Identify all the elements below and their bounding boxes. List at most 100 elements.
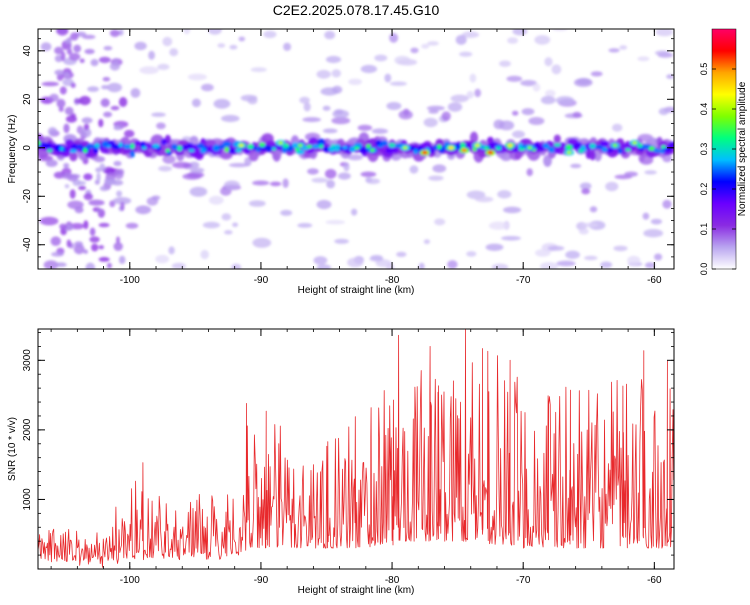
heatmap-cell — [619, 45, 628, 50]
heatmap-cell — [106, 144, 111, 148]
heatmap-cell — [252, 237, 272, 248]
heatmap-cell — [272, 147, 276, 151]
heatmap-cell — [475, 196, 494, 203]
heatmap-cell — [460, 142, 466, 149]
heatmap-cell — [347, 257, 364, 268]
heatmap-cell — [396, 251, 407, 257]
heatmap-cell — [218, 144, 225, 150]
heatmap-cell — [51, 251, 64, 257]
heatmap-cell — [223, 180, 240, 191]
heatmap-cell — [654, 253, 663, 261]
heatmap-cell — [79, 58, 85, 64]
y-tick-label: -20 — [22, 189, 33, 204]
heatmap-cell — [98, 56, 111, 64]
heatmap-peak-core — [448, 146, 454, 150]
heatmap-cell — [528, 117, 545, 125]
heatmap-peak-core — [297, 143, 303, 148]
heatmap-cell — [118, 142, 123, 148]
heatmap-cell — [248, 200, 266, 207]
heatmap-cell — [654, 50, 670, 56]
heatmap-cell — [625, 148, 632, 152]
heatmap-cell — [113, 197, 132, 205]
heatmap-cell — [189, 161, 200, 169]
heatmap-cell — [66, 48, 73, 55]
heatmap-cell — [69, 151, 78, 162]
heatmap-cell — [303, 102, 311, 112]
heatmap-cell — [104, 179, 117, 186]
heatmap-cell — [229, 44, 238, 50]
heatmap-cell — [118, 97, 128, 107]
y-tick-label: 20 — [22, 93, 33, 105]
heatmap-cell — [323, 146, 330, 153]
heatmap-cell — [388, 142, 396, 148]
heatmap-peak-core — [474, 143, 480, 148]
heatmap-cell — [488, 221, 508, 230]
heatmap-cell — [38, 140, 41, 146]
heatmap-cell — [601, 146, 608, 153]
heatmap-cell — [639, 155, 654, 165]
heatmap-cell — [160, 138, 167, 146]
heatmap-cell — [650, 218, 663, 225]
heatmap-cell — [307, 168, 319, 175]
heatmap-cell — [64, 106, 74, 116]
heatmap-peak-core — [422, 150, 428, 155]
heatmap-cell — [84, 48, 95, 55]
heatmap-cell — [155, 254, 170, 264]
heatmap-cell — [512, 130, 525, 139]
heatmap-cell — [221, 213, 232, 221]
heatmap-cell — [359, 146, 368, 154]
heatmap-cell — [459, 51, 473, 57]
heatmap-cell — [342, 145, 348, 150]
heatmap-peak-core — [632, 141, 638, 145]
heatmap-cell — [506, 75, 523, 82]
heatmap-cell — [357, 124, 373, 131]
heatmap-cell — [450, 94, 469, 103]
heatmap-cell — [280, 209, 293, 216]
heatmap-cell — [570, 163, 582, 169]
heatmap-cell — [98, 118, 104, 128]
heatmap-cell — [466, 251, 477, 257]
heatmap-cell — [59, 146, 64, 151]
heatmap-cell — [369, 256, 384, 262]
heatmap-cell — [64, 39, 72, 44]
heatmap-cell — [348, 78, 362, 86]
heatmap-cell — [320, 87, 339, 96]
heatmap-cell — [46, 149, 53, 153]
heatmap-cell — [221, 114, 240, 123]
x-tick-label: -100 — [120, 575, 140, 586]
heatmap-cell — [543, 154, 552, 167]
heatmap-cell — [91, 243, 99, 252]
heatmap-cell — [168, 246, 175, 255]
heatmap-cell — [89, 236, 100, 243]
colorbar-tick-label: 0.0 — [699, 263, 709, 276]
heatmap-cell — [201, 83, 214, 92]
colorbar: 0.0 0.1 0.2 0.3 0.4 0.5 Normalized spectral a… — [699, 28, 748, 276]
heatmap-cell — [648, 146, 655, 151]
heatmap-cell — [106, 262, 112, 269]
heatmap-cell — [447, 260, 458, 269]
heatmap-cell — [74, 206, 84, 214]
heatmap-cell — [56, 98, 66, 108]
y-tick-label: 0 — [22, 145, 33, 151]
heatmap-cell — [612, 123, 623, 132]
x-tick-label: -70 — [516, 575, 531, 586]
figure-title: C2E2.2025.078.17.45.G10 — [273, 2, 440, 18]
heatmap-cell — [644, 262, 656, 269]
heatmap-cell — [41, 81, 59, 87]
x-tick-label: -80 — [385, 575, 400, 586]
heatmap-cell — [94, 142, 100, 149]
heatmap-cell — [299, 96, 310, 104]
heatmap-cell — [56, 73, 64, 81]
heatmap-cell — [107, 82, 122, 93]
heatmap-cell — [507, 37, 519, 44]
heatmap-cell — [85, 262, 96, 269]
heatmap-cell — [334, 109, 344, 115]
heatmap-cell — [595, 144, 603, 150]
heatmap-cell — [423, 239, 430, 245]
heatmap-cell — [600, 261, 613, 269]
heatmap-cell — [183, 29, 191, 35]
heatmap-cell — [47, 127, 58, 136]
heatmap-cell — [54, 46, 64, 55]
heatmap-cell — [360, 171, 377, 178]
heatmap-cell — [224, 230, 233, 235]
